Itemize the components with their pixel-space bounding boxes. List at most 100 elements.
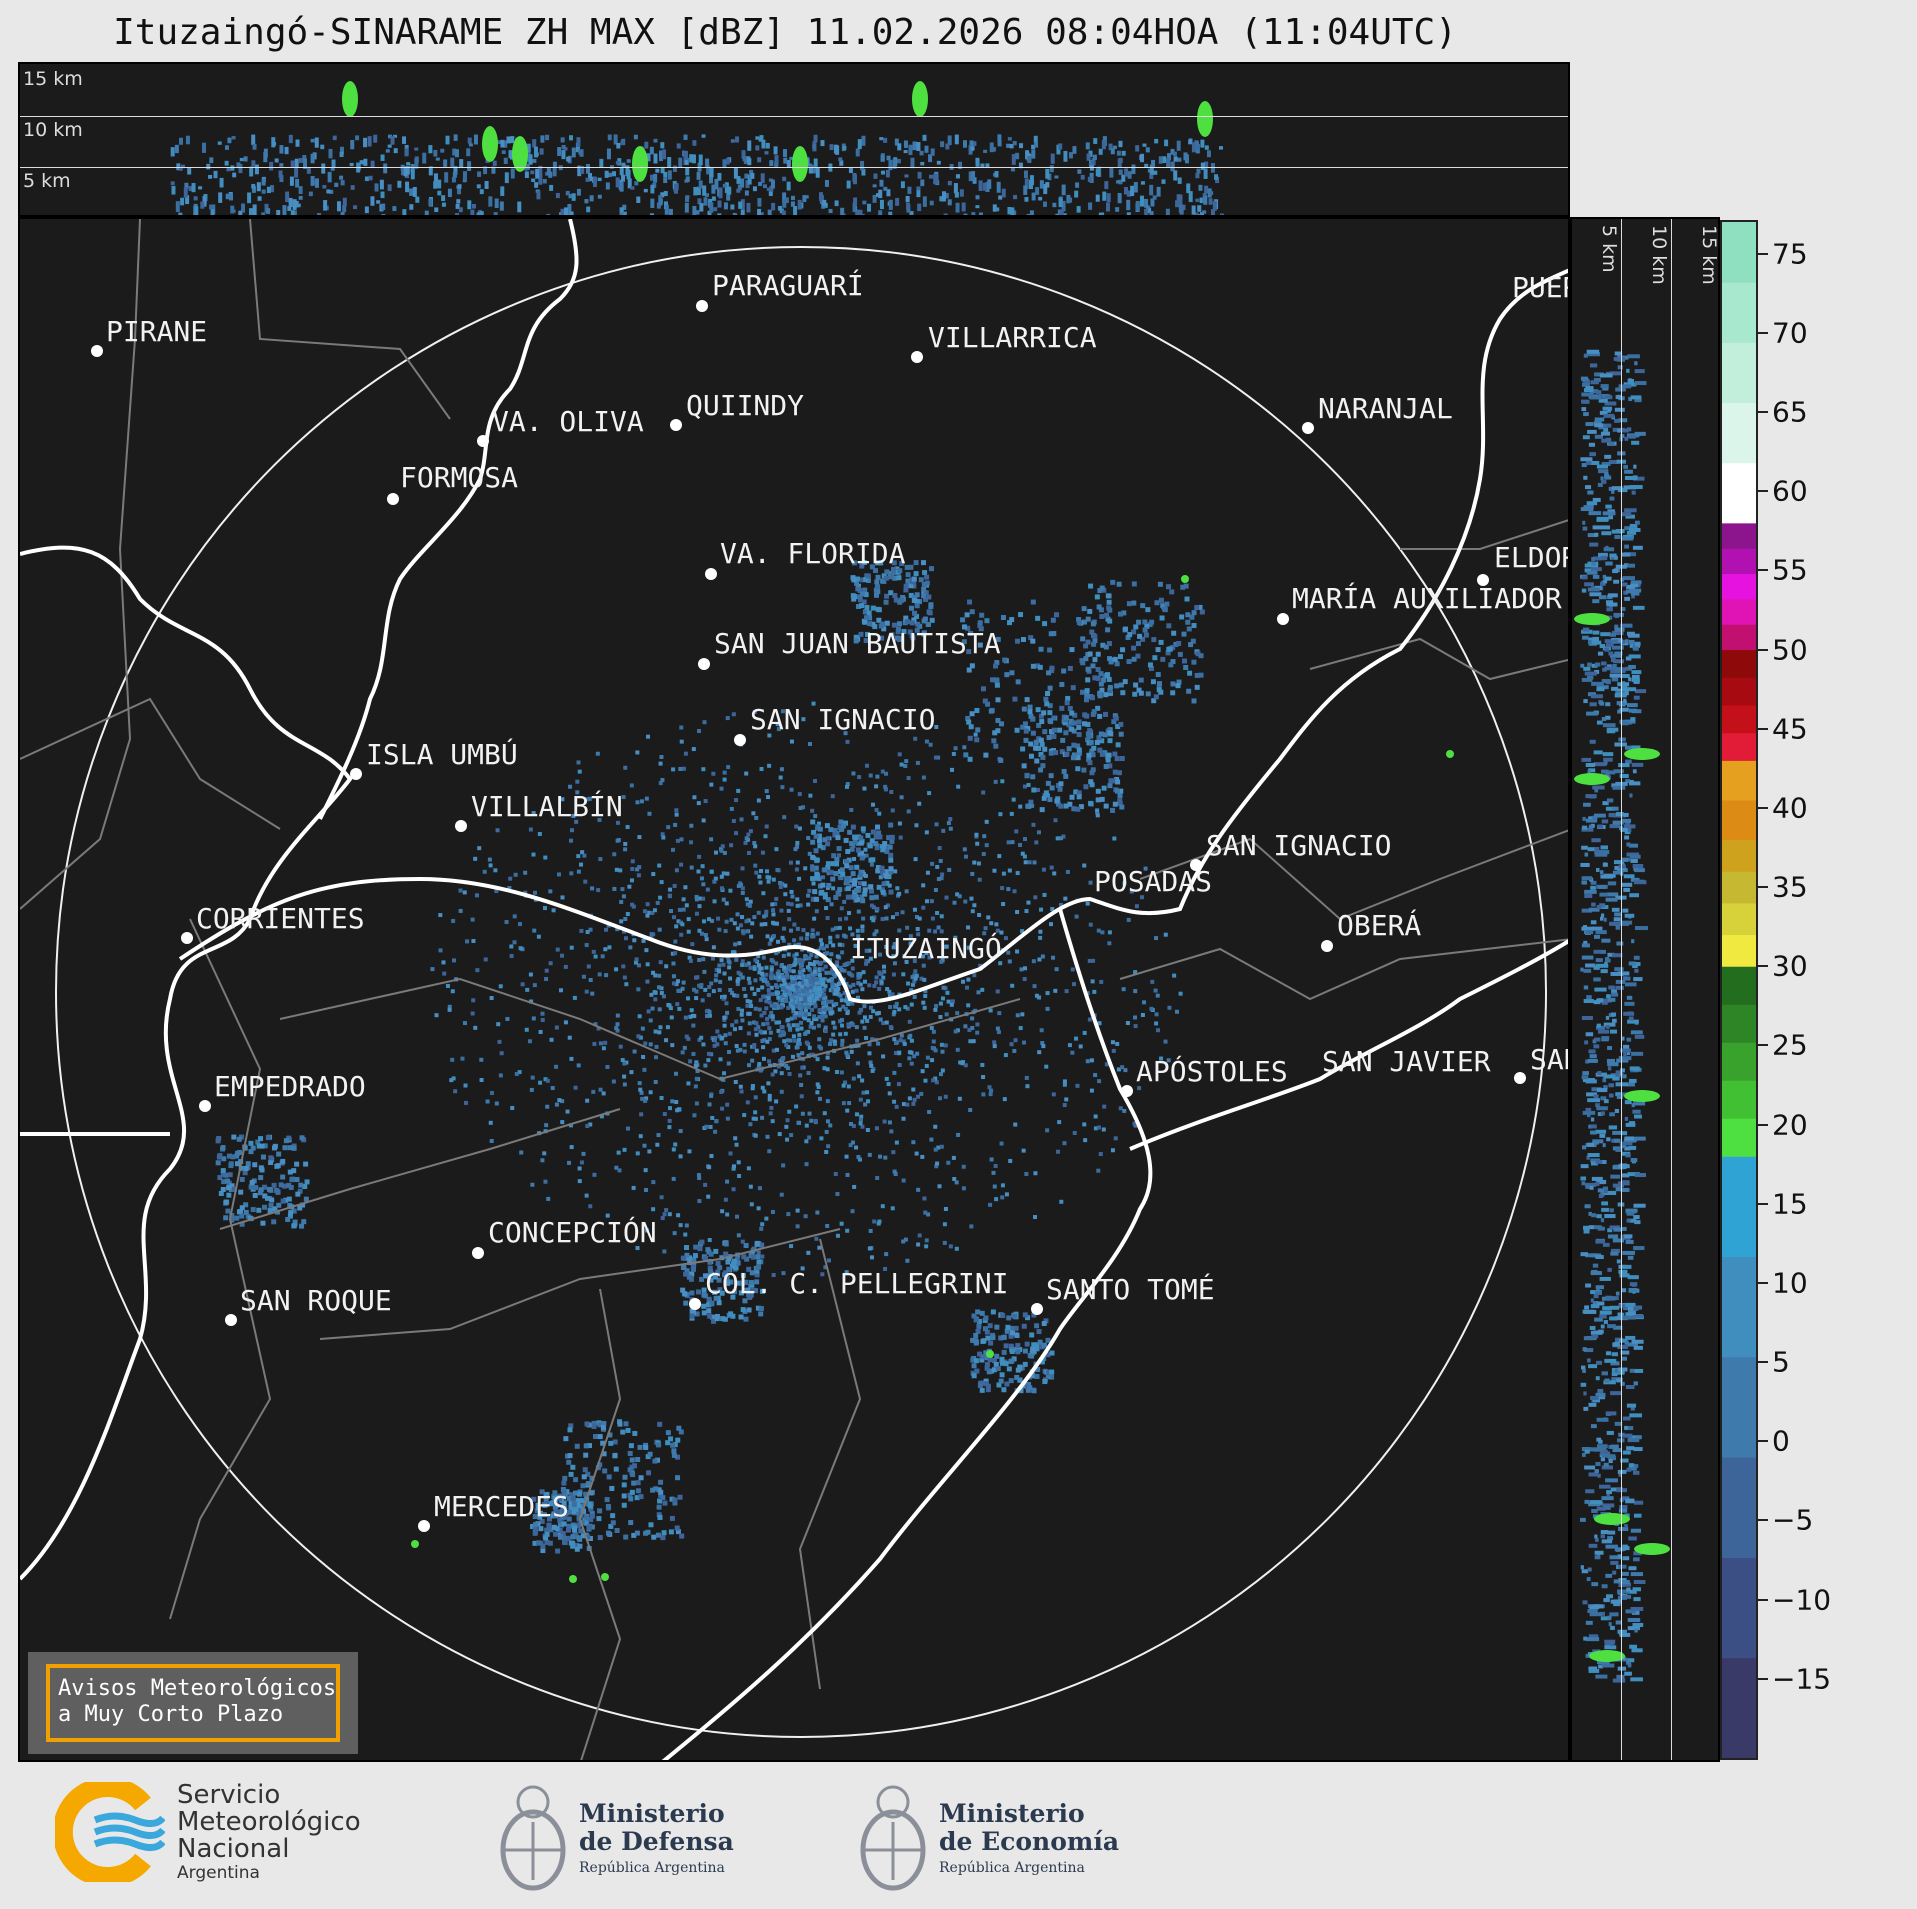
side-label-15km: 15 km bbox=[1698, 225, 1720, 285]
colorbar-tick-label: 60 bbox=[1772, 474, 1808, 508]
city-label-empedrado: EMPEDRADO bbox=[214, 1070, 366, 1103]
colorbar-band bbox=[1722, 1042, 1756, 1081]
defensa-logo: Ministerio de Defensa República Argentin… bbox=[495, 1772, 755, 1897]
city-dot-apostoles bbox=[1121, 1085, 1133, 1097]
colorbar-tick-label: 35 bbox=[1772, 870, 1808, 904]
city-dot-isla-umbu bbox=[350, 768, 362, 780]
river-line bbox=[178, 268, 1568, 1004]
economia-line-2: de Economía bbox=[939, 1827, 1120, 1856]
city-dot-naranjal bbox=[1302, 422, 1314, 434]
colorbar-tick-label: 5 bbox=[1772, 1345, 1790, 1379]
river-line bbox=[318, 219, 579, 820]
colorbar-band bbox=[1722, 1004, 1756, 1043]
colorbar-band bbox=[1722, 342, 1756, 404]
colorbar-band bbox=[1722, 732, 1756, 761]
colorbar-tick bbox=[1758, 648, 1768, 651]
city-dot-va-oliva bbox=[477, 435, 489, 447]
colorbar-tick-label: 10 bbox=[1772, 1266, 1808, 1300]
colorbar-tick bbox=[1758, 252, 1768, 255]
very-short-term-warnings-button[interactable]: Avisos Meteorológicos a Muy Corto Plazo bbox=[46, 1664, 340, 1742]
economia-logo: Ministerio de Economía República Argenti… bbox=[855, 1772, 1135, 1897]
border-line bbox=[219, 1108, 621, 1230]
warning-box[interactable]: Avisos Meteorológicos a Muy Corto Plazo bbox=[28, 1652, 358, 1754]
side-profile-echoes bbox=[1574, 349, 1670, 1683]
colorbar-tick-label: 40 bbox=[1772, 791, 1808, 825]
colorbar-tick bbox=[1758, 727, 1768, 730]
colorbar-band bbox=[1722, 1118, 1756, 1157]
radar-map[interactable]: PIRANE PARAGUARÍ VILLARRICA QUIINDY VA. … bbox=[18, 217, 1570, 1762]
colorbar-band bbox=[1722, 677, 1756, 706]
colorbar-band bbox=[1722, 704, 1756, 734]
defensa-name: Ministerio de Defensa bbox=[579, 1800, 734, 1856]
colorbar-band bbox=[1722, 966, 1756, 1005]
colorbar-tick bbox=[1758, 1281, 1768, 1284]
top-height-profile: 15 km 10 km 5 km bbox=[18, 62, 1570, 217]
city-label-san-ignacio-ar: SAN IGNACIO bbox=[1206, 829, 1392, 862]
border-line bbox=[578, 1288, 622, 1760]
smn-line-2: Meteorológico bbox=[177, 1807, 361, 1837]
colorbar-tick-label: 75 bbox=[1772, 237, 1808, 271]
economia-country: República Argentina bbox=[939, 1860, 1085, 1876]
colorbar-band bbox=[1722, 402, 1756, 464]
border-line bbox=[798, 1238, 862, 1690]
colorbar-band bbox=[1722, 1080, 1756, 1119]
colorbar-tick bbox=[1758, 806, 1768, 809]
city-label-naranjal: NARANJAL bbox=[1318, 392, 1453, 425]
city-dot-corrientes bbox=[181, 932, 193, 944]
colorbar-tick-label: 25 bbox=[1772, 1028, 1808, 1062]
city-dot-mercedes bbox=[418, 1520, 430, 1532]
colorbar-band bbox=[1722, 624, 1756, 651]
colorbar-band bbox=[1722, 934, 1756, 967]
colorbar-band bbox=[1722, 573, 1756, 600]
warning-line-2: a Muy Corto Plazo bbox=[58, 1702, 284, 1727]
coat-of-arms-icon bbox=[500, 1785, 566, 1891]
colorbar-tick-label: 50 bbox=[1772, 633, 1808, 667]
colorbar-tick bbox=[1758, 569, 1768, 572]
border-line bbox=[1400, 519, 1568, 550]
colorbar-band bbox=[1722, 902, 1756, 936]
top-label-5km: 5 km bbox=[23, 170, 71, 192]
side-grid-5km bbox=[1621, 219, 1622, 1760]
city-label-isla-umbu: ISLA UMBÚ bbox=[366, 738, 518, 771]
colorbar-tick bbox=[1758, 886, 1768, 889]
chart-title: Ituzaingó-SINARAME ZH MAX [dBZ] 11.02.20… bbox=[113, 12, 1457, 53]
border-line bbox=[1119, 938, 1568, 1001]
top-label-10km: 10 km bbox=[23, 119, 83, 141]
colorbar-gradient bbox=[1722, 222, 1756, 1759]
colorbar-tick bbox=[1758, 411, 1768, 414]
colorbar-tick bbox=[1758, 1123, 1768, 1126]
top-grid-10km bbox=[20, 116, 1568, 117]
border-line bbox=[1139, 829, 1568, 921]
city-label-obera: OBERÁ bbox=[1337, 909, 1422, 942]
colorbar-tick-label: 55 bbox=[1772, 553, 1808, 587]
city-label-puer: PUER bbox=[1512, 271, 1568, 304]
defensa-line-2: de Defensa bbox=[579, 1827, 734, 1856]
colorbar-band bbox=[1722, 522, 1756, 549]
river-line bbox=[1129, 939, 1568, 1151]
city-label-concepcion: CONCEPCIÓN bbox=[488, 1216, 657, 1249]
colorbar-band bbox=[1722, 548, 1756, 575]
city-dot-formosa bbox=[387, 493, 399, 505]
colorbar-band bbox=[1722, 598, 1756, 625]
city-label-eldor: ELDOR bbox=[1494, 541, 1570, 574]
smn-line-3: Nacional bbox=[177, 1834, 290, 1864]
city-dot-san-roque bbox=[225, 1314, 237, 1326]
city-label-pirane: PIRANE bbox=[106, 315, 208, 348]
defensa-line-1: Ministerio bbox=[579, 1799, 725, 1828]
city-label-villarrica: VILLARRICA bbox=[928, 321, 1097, 354]
city-dot-obera bbox=[1321, 940, 1333, 952]
city-label-quiindy: QUIINDY bbox=[686, 389, 805, 422]
city-label-ituzaingo: ITUZAINGÓ bbox=[850, 932, 1002, 965]
colorbar-tick bbox=[1758, 490, 1768, 493]
colorbar-tick bbox=[1758, 1677, 1768, 1680]
city-label-maria-auxiliador: MARÍA AUXILIADOR bbox=[1292, 582, 1562, 615]
city-label-posadas: POSADAS bbox=[1094, 865, 1213, 898]
economia-line-1: Ministerio bbox=[939, 1799, 1085, 1828]
colorbar-band bbox=[1722, 1156, 1756, 1258]
city-dot-san-ignacio-ar bbox=[1190, 859, 1202, 871]
colorbar-tick-label: 70 bbox=[1772, 316, 1808, 350]
city-label-san-roque: SAN ROQUE bbox=[240, 1284, 392, 1317]
border-line bbox=[20, 697, 281, 830]
city-dot-san-ignacio-py bbox=[734, 734, 746, 746]
colorbar-tick-label: 0 bbox=[1772, 1424, 1790, 1458]
